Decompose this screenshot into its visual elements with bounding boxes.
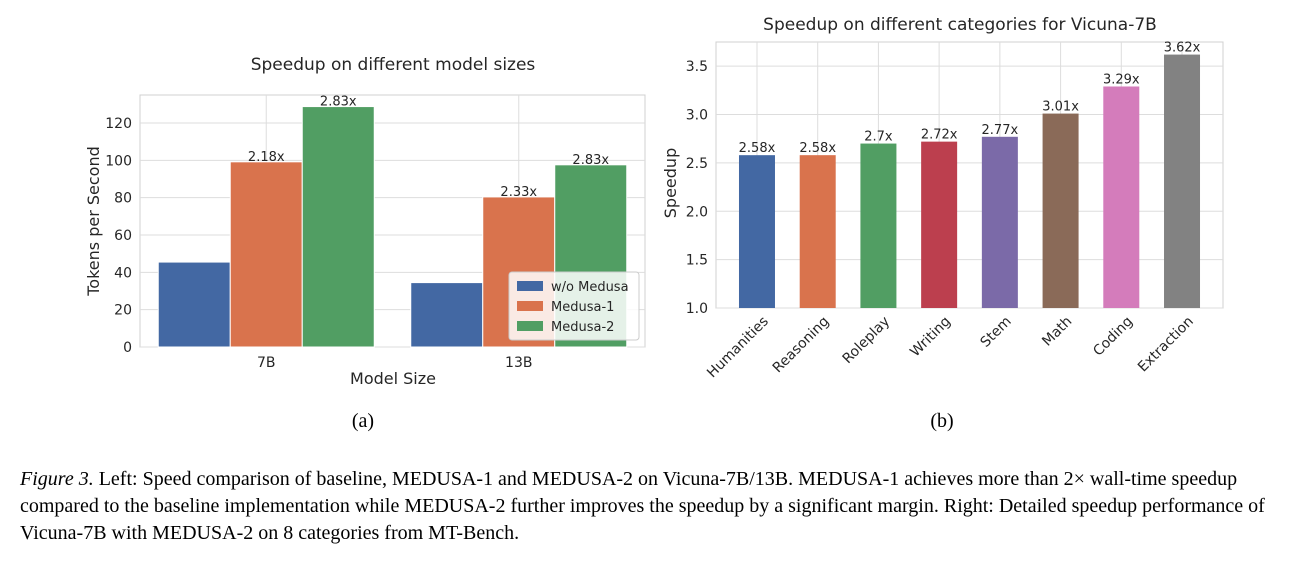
chart-b-title: Speedup on different categories for Vicu…	[763, 15, 1157, 35]
chart-a-sublabel: (a)	[352, 410, 374, 432]
chart-model-sizes: Speedup on different model sizes 2.18x 2.…	[84, 55, 646, 432]
chart-a-legend-label: Medusa-1	[551, 300, 614, 315]
chart-a-legend-label: Medusa-2	[551, 320, 614, 335]
caption-figure-label: Figure 3.	[20, 468, 94, 490]
chart-a-x-tick-label: 13B	[505, 355, 532, 371]
chart-b-bar-stem	[981, 136, 1018, 308]
figure-caption: Figure 3. Left: Speed comparison of base…	[20, 466, 1290, 547]
chart-a-bar-label: 2.83x	[572, 153, 609, 168]
chart-b-plot-area	[715, 41, 1224, 309]
chart-b-sublabel: (b)	[930, 410, 953, 432]
chart-a-bar-medusa-1	[229, 161, 303, 348]
chart-a-bar-w-o-medusa	[157, 261, 231, 348]
chart-b-bar-label: 2.77x	[982, 123, 1019, 138]
chart-a-title: Speedup on different model sizes	[251, 55, 536, 75]
chart-b-bar-reasoning	[799, 155, 836, 308]
chart-b-x-tick-label: Stem	[977, 314, 1014, 351]
chart-b-bar-coding	[1103, 86, 1140, 309]
chart-b-x-tick-label: Reasoning	[770, 314, 833, 377]
chart-b-bar-label: 3.29x	[1103, 72, 1140, 87]
chart-b-bar-label: 3.62x	[1164, 41, 1201, 56]
chart-b-x-tick-label: Extraction	[1135, 314, 1197, 376]
chart-a-legend: w/o Medusa Medusa-1 Medusa-2	[508, 271, 640, 341]
chart-a-legend-swatch	[517, 321, 543, 331]
chart-b-y-tick-label: 1.5	[686, 253, 708, 269]
chart-a-bar-label: 2.83x	[320, 95, 357, 110]
chart-a-x-tick-label: 7B	[257, 355, 276, 371]
chart-a-y-tick-label: 120	[105, 116, 132, 132]
chart-b-bar-math	[1042, 113, 1079, 308]
chart-b-y-tick-label: 3.5	[686, 59, 708, 75]
chart-a-y-ticks: 0 20 40 60 80 100 120	[105, 116, 132, 356]
chart-b-bar-writing	[921, 141, 958, 308]
chart-a-y-tick-label: 100	[105, 153, 132, 169]
chart-b-x-tick-label: Coding	[1090, 314, 1136, 360]
chart-a-legend-swatch	[517, 281, 543, 291]
chart-b-x-tick-label: Writing	[907, 314, 954, 361]
chart-a-bar-medusa-2	[301, 106, 375, 348]
chart-a-legend-label: w/o Medusa	[551, 280, 629, 295]
chart-b-bar-roleplay	[860, 143, 897, 308]
chart-b-bar-label: 3.01x	[1042, 100, 1079, 115]
chart-a-x-ticks: 7B 13B	[257, 355, 532, 371]
chart-b-bar-label: 2.72x	[921, 128, 958, 143]
chart-a-x-axis-label: Model Size	[350, 369, 436, 388]
chart-b-bar-label: 2.58x	[739, 141, 776, 156]
chart-a-y-tick-label: 20	[114, 303, 132, 319]
chart-b-y-ticks: 1.0 1.5 2.0 2.5 3.0 3.5	[686, 59, 708, 317]
chart-a-bar-label: 2.18x	[248, 150, 285, 165]
chart-b-y-tick-label: 2.0	[686, 204, 708, 220]
chart-b-x-tick-label: Humanities	[704, 314, 772, 382]
chart-b-bar-extraction	[1164, 54, 1201, 308]
chart-a-y-tick-label: 0	[123, 340, 132, 356]
chart-b-y-tick-label: 2.5	[686, 156, 708, 172]
chart-b-x-tick-label: Math	[1039, 314, 1075, 350]
chart-b-bar-label: 2.7x	[864, 130, 893, 145]
chart-b-bars: 2.58x 2.58x 2.7x 2.72x 2.77x 3.01x 3.29x 3.62x	[738, 41, 1201, 309]
chart-a-y-axis-label: Tokens per Second	[84, 146, 103, 297]
chart-a-legend-swatch	[517, 301, 543, 311]
chart-b-bar-label: 2.58x	[799, 141, 836, 156]
chart-b-y-tick-label: 1.0	[686, 301, 708, 317]
chart-b-y-axis-label: Speedup	[661, 148, 680, 218]
chart-b-y-tick-label: 3.0	[686, 108, 708, 124]
chart-a-y-tick-label: 80	[114, 191, 132, 207]
chart-a-bar-w-o-medusa	[410, 282, 484, 348]
chart-a-y-tick-label: 60	[114, 228, 132, 244]
chart-b-bar-humanities	[738, 155, 775, 308]
chart-b-x-tick-label: Roleplay	[840, 314, 894, 368]
chart-a-bar-label: 2.33x	[500, 185, 537, 200]
caption-text: Left: Speed comparison of baseline, MEDU…	[20, 468, 1265, 544]
chart-a-y-tick-label: 40	[114, 265, 132, 281]
chart-categories: Speedup on different categories for Vicu…	[661, 15, 1224, 432]
figure-canvas: Speedup on different model sizes 2.18x 2.…	[84, 15, 1224, 432]
